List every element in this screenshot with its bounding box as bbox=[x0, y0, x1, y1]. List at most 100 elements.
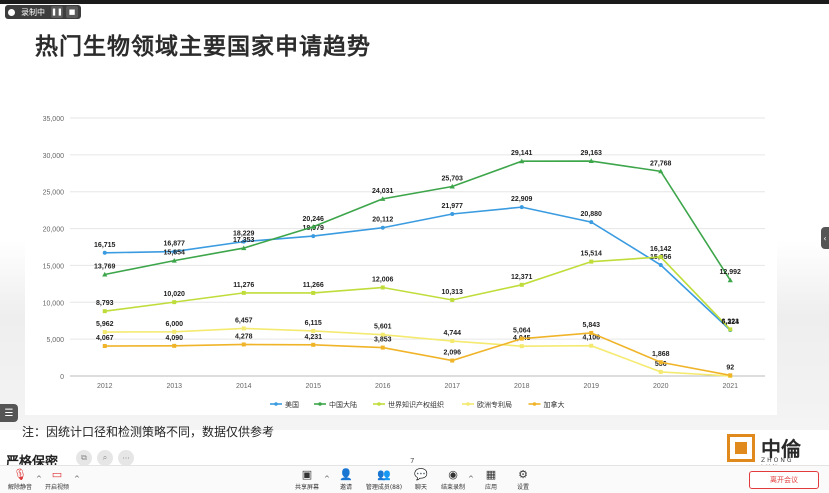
data-label: 6,115 bbox=[305, 320, 322, 327]
data-point bbox=[311, 342, 316, 347]
legend-swatch-marker bbox=[377, 402, 381, 406]
share-screen-button[interactable]: ▣ 共享屏幕 bbox=[290, 466, 324, 493]
record-button[interactable]: ◉ 结束录制 bbox=[438, 466, 468, 493]
data-label: 10,020 bbox=[164, 291, 186, 298]
data-point bbox=[102, 309, 107, 314]
data-point bbox=[658, 369, 663, 374]
data-point bbox=[589, 259, 594, 264]
data-label: 13,769 bbox=[94, 264, 116, 271]
side-menu-icon[interactable]: ☰ bbox=[0, 404, 18, 422]
series-line bbox=[104, 327, 731, 377]
legend-label: 中国大陆 bbox=[329, 400, 357, 409]
pause-icon[interactable]: ❚❚ bbox=[51, 6, 63, 18]
x-tick-label: 2015 bbox=[305, 383, 321, 390]
top-edge-bar bbox=[0, 0, 829, 4]
data-label: 1,868 bbox=[652, 351, 670, 358]
data-point bbox=[380, 332, 385, 337]
data-point bbox=[310, 224, 316, 229]
settings-button[interactable]: ⚙ 设置 bbox=[512, 466, 534, 493]
stop-icon[interactable]: ■ bbox=[66, 6, 78, 18]
data-point bbox=[519, 336, 524, 341]
data-point bbox=[380, 345, 385, 350]
data-label: 92 bbox=[726, 364, 734, 371]
y-tick-label: 20,000 bbox=[43, 227, 65, 234]
x-tick-label: 2016 bbox=[375, 383, 391, 390]
data-label: 17,353 bbox=[233, 237, 255, 244]
data-point bbox=[728, 373, 733, 378]
series-line bbox=[104, 206, 731, 331]
more-icon[interactable]: ··· bbox=[118, 450, 134, 466]
logo-text: 中倫 bbox=[761, 437, 801, 461]
invite-icon: 👤 bbox=[339, 467, 353, 481]
slide-mini-tools: ⧉ ⌕ ··· bbox=[76, 450, 134, 466]
slide-title: 热门生物领域主要国家申请趋势 bbox=[35, 34, 371, 60]
data-point bbox=[102, 250, 107, 255]
data-label: 5,064 bbox=[513, 328, 531, 335]
series-line bbox=[104, 160, 731, 281]
data-point bbox=[241, 342, 246, 347]
legend-swatch-marker bbox=[532, 402, 537, 406]
record-caret-icon[interactable]: ^ bbox=[468, 475, 474, 483]
data-point bbox=[450, 211, 455, 216]
recording-icon bbox=[8, 8, 15, 16]
members-label: 管理成员(88) bbox=[365, 483, 403, 491]
copy-icon[interactable]: ⧉ bbox=[76, 450, 92, 466]
data-label: 556 bbox=[655, 361, 667, 368]
data-label: 11,266 bbox=[303, 282, 324, 289]
data-label: 4,744 bbox=[443, 330, 461, 337]
series-line bbox=[104, 256, 731, 330]
data-point bbox=[727, 277, 733, 283]
data-point bbox=[728, 327, 733, 332]
line-chart: 0 5,000 10,000 15,000 20,000 25,000 30,000 35,0… bbox=[43, 116, 765, 409]
data-point bbox=[450, 358, 455, 363]
members-icon: 👥 bbox=[377, 467, 391, 481]
legend-swatch-marker bbox=[318, 402, 322, 406]
data-label: 29,163 bbox=[581, 150, 603, 157]
record-label: 结束录制 bbox=[440, 483, 465, 491]
zoom-icon[interactable]: ⌕ bbox=[97, 450, 113, 466]
video-button[interactable]: ▭ 开启视频 bbox=[40, 466, 74, 493]
leave-meeting-button[interactable]: 离开会议 bbox=[749, 471, 819, 489]
data-label: 5,601 bbox=[374, 324, 392, 331]
x-tick-label: 2018 bbox=[514, 383, 530, 390]
data-point bbox=[519, 205, 524, 210]
video-caret-icon[interactable]: ^ bbox=[74, 475, 80, 483]
apps-button[interactable]: ▦ 应用 bbox=[480, 466, 502, 493]
settings-label: 设置 bbox=[516, 483, 529, 491]
data-point bbox=[311, 328, 316, 333]
legend-label: 加拿大 bbox=[544, 400, 565, 409]
members-button[interactable]: 👥 管理成员(88) bbox=[362, 466, 406, 493]
collapse-panel-icon[interactable]: ‹ bbox=[821, 227, 829, 249]
data-point bbox=[519, 344, 524, 349]
data-label: 15,654 bbox=[164, 250, 186, 257]
x-tick-label: 2021 bbox=[722, 383, 738, 390]
data-point bbox=[519, 158, 525, 164]
mute-caret-icon[interactable]: ^ bbox=[36, 475, 42, 483]
legend-label: 美国 bbox=[285, 400, 299, 409]
data-point bbox=[172, 300, 177, 305]
invite-button[interactable]: 👤 邀请 bbox=[333, 466, 359, 493]
data-point bbox=[102, 271, 108, 277]
mute-button[interactable]: 🎙 解除静音 bbox=[3, 466, 37, 493]
data-point bbox=[102, 330, 107, 335]
data-label: 16,142 bbox=[650, 246, 672, 253]
data-point bbox=[589, 330, 594, 335]
chat-button[interactable]: 💬 聊天 bbox=[410, 466, 432, 493]
data-label: 21,977 bbox=[442, 203, 464, 210]
apps-icon: ▦ bbox=[485, 467, 497, 481]
data-label: 15,514 bbox=[581, 251, 603, 258]
data-label: 4,090 bbox=[165, 335, 183, 342]
chart-panel bbox=[25, 108, 777, 415]
camera-off-icon: ▭ bbox=[51, 467, 63, 481]
x-tick-label: 2017 bbox=[444, 383, 460, 390]
data-label: 6,224 bbox=[721, 319, 739, 326]
chat-icon: 💬 bbox=[414, 467, 428, 481]
share-caret-icon[interactable]: ^ bbox=[324, 475, 330, 483]
data-label: 12,992 bbox=[720, 269, 742, 276]
video-label: 开启视频 bbox=[44, 483, 69, 491]
data-point bbox=[449, 183, 455, 189]
data-label: 29,141 bbox=[511, 150, 533, 157]
page-number: 7 bbox=[410, 457, 415, 465]
x-tick-label: 2019 bbox=[583, 383, 599, 390]
x-tick-label: 2014 bbox=[236, 383, 252, 390]
